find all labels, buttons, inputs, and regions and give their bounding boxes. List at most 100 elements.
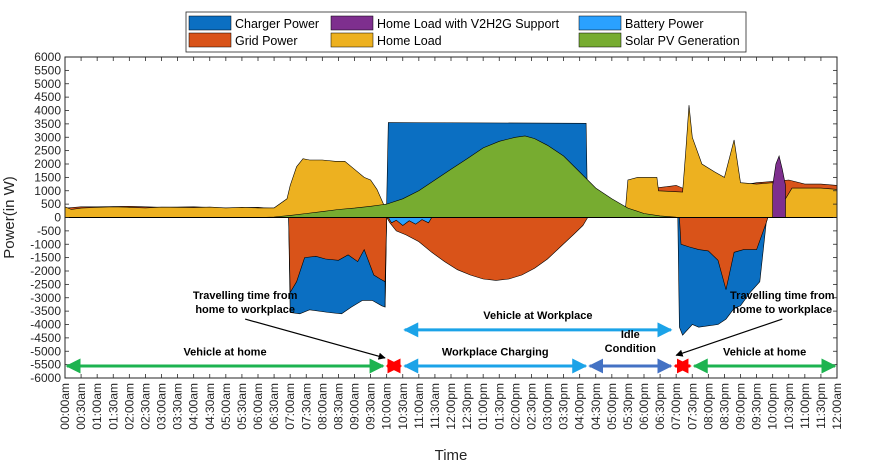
y-tick-label: -4500 <box>30 331 61 345</box>
y-tick-label: -6000 <box>30 371 61 385</box>
legend-item-home-load: Home Load <box>330 32 442 48</box>
legend-swatch <box>578 32 622 48</box>
y-tick-label: 4000 <box>34 104 61 118</box>
x-tick-label: 03:00am <box>155 383 169 430</box>
annotation-label: Vehicle at home <box>723 346 806 358</box>
x-tick-label: 01:30pm <box>492 383 506 430</box>
series-solar-pv-generation <box>257 135 686 218</box>
x-tick-label: 03:30am <box>171 383 185 430</box>
legend-swatch <box>188 32 232 48</box>
legend-label: Solar PV Generation <box>625 34 740 48</box>
x-tick-label: 07:00pm <box>669 383 683 430</box>
x-tick-label: 01:00am <box>90 383 104 430</box>
y-tick-label: -2000 <box>30 264 61 278</box>
annotation-label: Travelling time from home to workplace <box>193 290 298 316</box>
annotation-pointer <box>675 318 783 357</box>
y-axis: -6000-5500-5000-4500-4000-3500-3000-2500… <box>30 50 837 385</box>
x-tick-label: 06:00am <box>251 383 265 430</box>
x-tick-label: 09:30pm <box>750 383 764 430</box>
y-tick-label: -2500 <box>30 277 61 291</box>
annotation-vehicle-at-home: Vehicle at home <box>65 346 385 374</box>
y-tick-label: 1500 <box>34 170 61 184</box>
x-tick-label: 12:30pm <box>460 383 474 430</box>
series-battery-power <box>387 217 433 226</box>
legend-label: Battery Power <box>625 17 704 31</box>
x-tick-label: 06:30pm <box>653 383 667 430</box>
annotation-label: Workplace Charging <box>442 346 549 358</box>
legend: Charger Power Home Load with V2H2G Suppor… <box>185 11 747 53</box>
series-home-load-with-v2h2g-support <box>772 155 786 218</box>
x-tick-label: 00:00am <box>58 383 72 430</box>
x-tick-label: 11:30am <box>428 383 442 429</box>
y-tick-label: 3000 <box>34 130 61 144</box>
annotation-travelling-time-from-home-to-workplace: Travelling time from home to workplace <box>673 290 835 374</box>
x-tick-label: 09:00am <box>348 383 362 430</box>
annotation-idle-condition: Idle Condition <box>588 329 673 374</box>
x-tick-label: 08:00am <box>315 383 329 430</box>
y-tick-label: 1000 <box>34 184 61 198</box>
y-tick-label: 5000 <box>34 77 61 91</box>
x-tick-label: 05:30am <box>235 383 249 430</box>
legend-label: Charger Power <box>235 17 319 31</box>
y-tick-label: -3500 <box>30 304 61 318</box>
series-grid-power-area <box>65 216 837 294</box>
x-tick-label: 03:00pm <box>541 383 555 430</box>
x-tick-label: 05:30pm <box>621 383 635 430</box>
x-tick-label: 04:30pm <box>589 383 603 430</box>
x-tick-label: 07:00am <box>283 383 297 430</box>
x-axis-label: Time <box>435 447 468 464</box>
x-tick-label: 09:30am <box>364 383 378 430</box>
y-axis-label: Power(in W) <box>1 176 18 259</box>
y-tick-label: -1000 <box>30 237 61 251</box>
y-tick-label: -4000 <box>30 318 61 332</box>
x-tick-label: 11:00am <box>412 383 426 429</box>
legend-item-charger-power: Charger Power <box>188 15 319 31</box>
x-tick-label: 08:00pm <box>701 383 715 430</box>
x-tick-label: 04:00am <box>187 383 201 430</box>
x-tick-label: 02:00pm <box>508 383 522 430</box>
legend-label: Grid Power <box>235 34 298 48</box>
x-tick-label: 07:30am <box>299 383 313 430</box>
x-tick-label: 11:00pm <box>798 383 812 429</box>
annotation-label: Idle Condition <box>605 329 657 355</box>
legend-item-home-load-with-v2h2g-support: Home Load with V2H2G Support <box>330 15 560 31</box>
y-tick-label: 2500 <box>34 144 61 158</box>
annotation-label: Travelling time from home to workplace <box>730 290 835 316</box>
x-tick-label: 01:30am <box>106 383 120 430</box>
x-tick-label: 12:00am <box>830 383 844 430</box>
y-tick-label: 6000 <box>34 50 61 64</box>
x-tick-label: 11:30pm <box>814 383 828 429</box>
x-tick-label: 01:00pm <box>476 383 490 430</box>
y-tick-label: -1500 <box>30 251 61 265</box>
annotation-vehicle-at-workplace: Vehicle at Workplace <box>403 310 673 338</box>
x-tick-label: 05:00am <box>219 383 233 430</box>
legend-swatch <box>330 15 374 31</box>
y-tick-label: -5000 <box>30 344 61 358</box>
y-tick-label: 500 <box>41 197 61 211</box>
annotation-vehicle-at-home: Vehicle at home <box>692 346 837 374</box>
x-tick-label: 10:00am <box>380 383 394 430</box>
annotation-pointer <box>244 318 386 360</box>
annotation-travelling-time-from-home-to-workplace: Travelling time from home to workplace <box>193 290 403 374</box>
x-tick-label: 08:30pm <box>717 383 731 430</box>
y-tick-label: 2000 <box>34 157 61 171</box>
x-tick-label: 06:30am <box>267 383 281 430</box>
legend-swatch <box>188 15 232 31</box>
x-axis: 00:00am 00:30am 01:00am 01:30am 02:00am 02:30… <box>58 57 844 430</box>
y-tick-label: -3000 <box>30 291 61 305</box>
x-tick-label: 08:30am <box>331 383 345 430</box>
x-tick-label: 02:00am <box>122 383 136 430</box>
annotation-label: Vehicle at home <box>183 346 266 358</box>
x-tick-label: 03:30pm <box>557 383 571 430</box>
y-tick-label: 4500 <box>34 90 61 104</box>
x-tick-label: 02:30am <box>138 383 152 430</box>
series-battery-power-area <box>387 217 433 226</box>
y-tick-label: 0 <box>54 211 61 225</box>
x-tick-label: 04:30am <box>203 383 217 430</box>
legend-swatch <box>578 15 622 31</box>
x-tick-label: 05:00pm <box>605 383 619 430</box>
annotation-label: Vehicle at Workplace <box>483 310 592 322</box>
series-solar-pv-generation-area <box>257 135 686 218</box>
y-tick-label: -500 <box>37 224 61 238</box>
